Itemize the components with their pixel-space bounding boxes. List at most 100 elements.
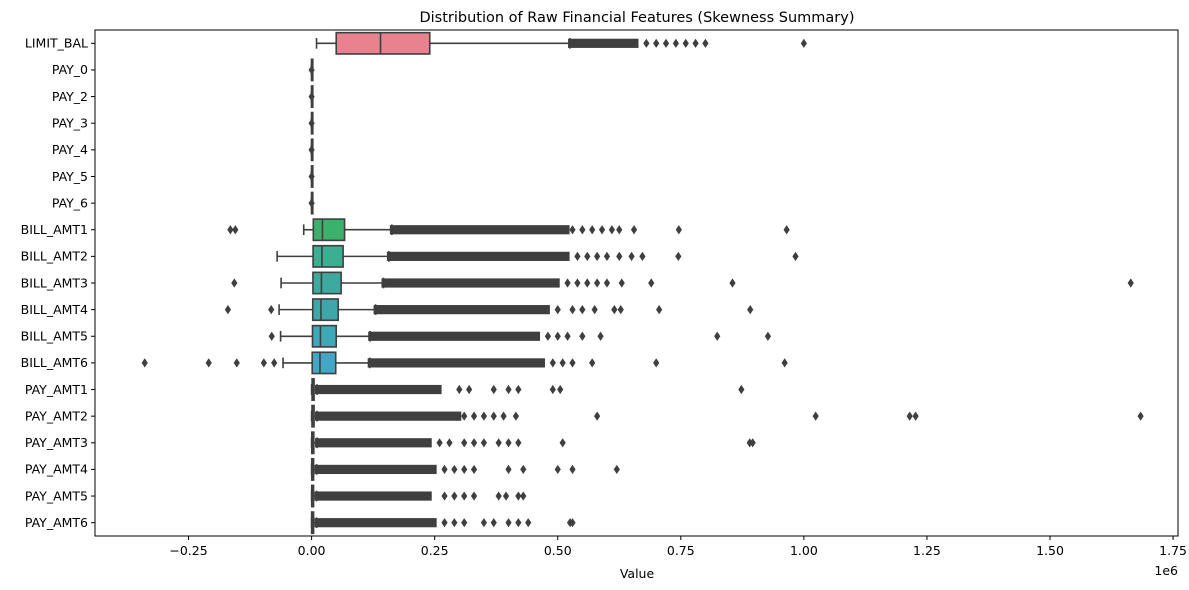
outlier-point: [490, 384, 497, 395]
outlier-point: [613, 464, 620, 475]
outlier-point: [569, 518, 576, 528]
outlier-point: [231, 278, 238, 288]
outlier-band: [568, 38, 639, 48]
outlier-point: [512, 411, 519, 421]
outlier-point: [656, 305, 663, 315]
y-tick-label: PAY_4: [52, 142, 88, 157]
outlier-point: [260, 358, 267, 368]
outlier-point: [639, 251, 646, 261]
y-tick-label: BILL_AMT4: [21, 302, 88, 317]
x-tick-label: 0.25: [421, 543, 449, 558]
outlier-point: [564, 331, 571, 341]
y-tick-label: PAY_AMT1: [25, 382, 88, 397]
outlier-point: [682, 38, 689, 48]
outlier-point: [480, 518, 487, 528]
box-limit-bal: [315, 31, 807, 55]
outlier-band: [381, 278, 560, 288]
outlier-point: [505, 384, 512, 395]
x-tick-label: 1.75: [1159, 543, 1187, 558]
outlier-point: [141, 358, 148, 368]
outlier-point: [515, 518, 522, 528]
outlier-point: [224, 305, 232, 315]
outlier-point: [792, 251, 799, 261]
outlier-band: [367, 358, 545, 368]
outlier-point: [594, 251, 601, 261]
outlier-point: [557, 384, 564, 395]
box-body: [311, 324, 338, 348]
x-axis-offset-label: 1e6: [1154, 563, 1178, 578]
outlier-point: [233, 358, 240, 368]
outlier-point: [461, 491, 468, 501]
x-tick-label: 0.00: [298, 543, 326, 558]
y-tick-label: LIMIT_BAL: [25, 36, 88, 51]
outlier-point: [470, 411, 478, 421]
outlier-point: [559, 438, 566, 448]
y-tick-label: BILL_AMT3: [21, 275, 88, 290]
outlier-point: [549, 358, 556, 368]
outlier-point: [589, 358, 596, 368]
outlier-point: [584, 278, 591, 288]
outlier-point: [520, 491, 527, 501]
outlier-point: [441, 518, 448, 528]
outlier-point: [502, 491, 510, 501]
outlier-point: [764, 331, 772, 341]
box-pay-3: [308, 111, 315, 135]
outlier-band: [315, 411, 462, 421]
outlier-point: [436, 438, 443, 448]
outlier-point: [227, 225, 234, 235]
box-bill-amt3: [231, 271, 1134, 295]
outlier-point: [569, 225, 576, 235]
outlier-point: [603, 278, 611, 288]
outlier-band: [386, 251, 570, 261]
outlier-point: [466, 384, 473, 395]
outlier-point: [505, 518, 512, 528]
outlier-point: [564, 278, 571, 288]
box-body: [312, 244, 344, 268]
x-tick-label: 0.75: [667, 543, 695, 558]
y-tick-label: BILL_AMT6: [21, 355, 88, 370]
outlier-point: [451, 518, 458, 528]
outlier-point: [268, 331, 275, 341]
outlier-band: [389, 225, 570, 235]
outlier-point: [653, 358, 660, 368]
box-bill-amt5: [268, 324, 772, 348]
x-axis-label: Value: [620, 566, 655, 581]
box-body: [335, 31, 431, 55]
plot-area: [141, 31, 1144, 535]
outlier-point: [525, 518, 532, 528]
outlier-band: [315, 384, 442, 395]
outlier-point: [505, 464, 512, 475]
outlier-point: [738, 384, 745, 395]
box-body: [312, 218, 346, 242]
outlier-point: [781, 358, 788, 368]
outlier-point: [912, 411, 919, 421]
outlier-point: [616, 225, 623, 235]
outlier-point: [783, 225, 790, 235]
outlier-point: [446, 438, 453, 448]
y-tick-label: BILL_AMT5: [21, 329, 88, 344]
outlier-point: [643, 38, 650, 48]
outlier-point: [456, 384, 463, 395]
y-tick-label: BILL_AMT2: [21, 249, 88, 264]
box-bill-amt1: [227, 218, 790, 242]
box-pay-6: [308, 191, 315, 215]
x-axis: −0.25 0.00 0.25 0.50 0.75 1.00 1.25 1.50 1.75: [169, 536, 1187, 558]
box-bill-amt4: [224, 298, 754, 322]
outlier-band: [373, 305, 550, 315]
outlier-point: [617, 305, 624, 315]
y-tick-label: BILL_AMT1: [21, 222, 88, 237]
outlier-point: [461, 411, 468, 421]
outlier-point: [515, 384, 522, 395]
box-pay-4: [308, 138, 315, 162]
outlier-point: [495, 438, 502, 448]
box-body: [311, 351, 337, 375]
outlier-point: [800, 38, 807, 48]
outlier-point: [500, 411, 507, 421]
outlier-point: [520, 464, 527, 475]
outlier-point: [1137, 411, 1144, 421]
outlier-point: [574, 278, 581, 288]
outlier-point: [271, 358, 278, 368]
outlier-point: [747, 305, 754, 315]
outlier-point: [579, 225, 586, 235]
